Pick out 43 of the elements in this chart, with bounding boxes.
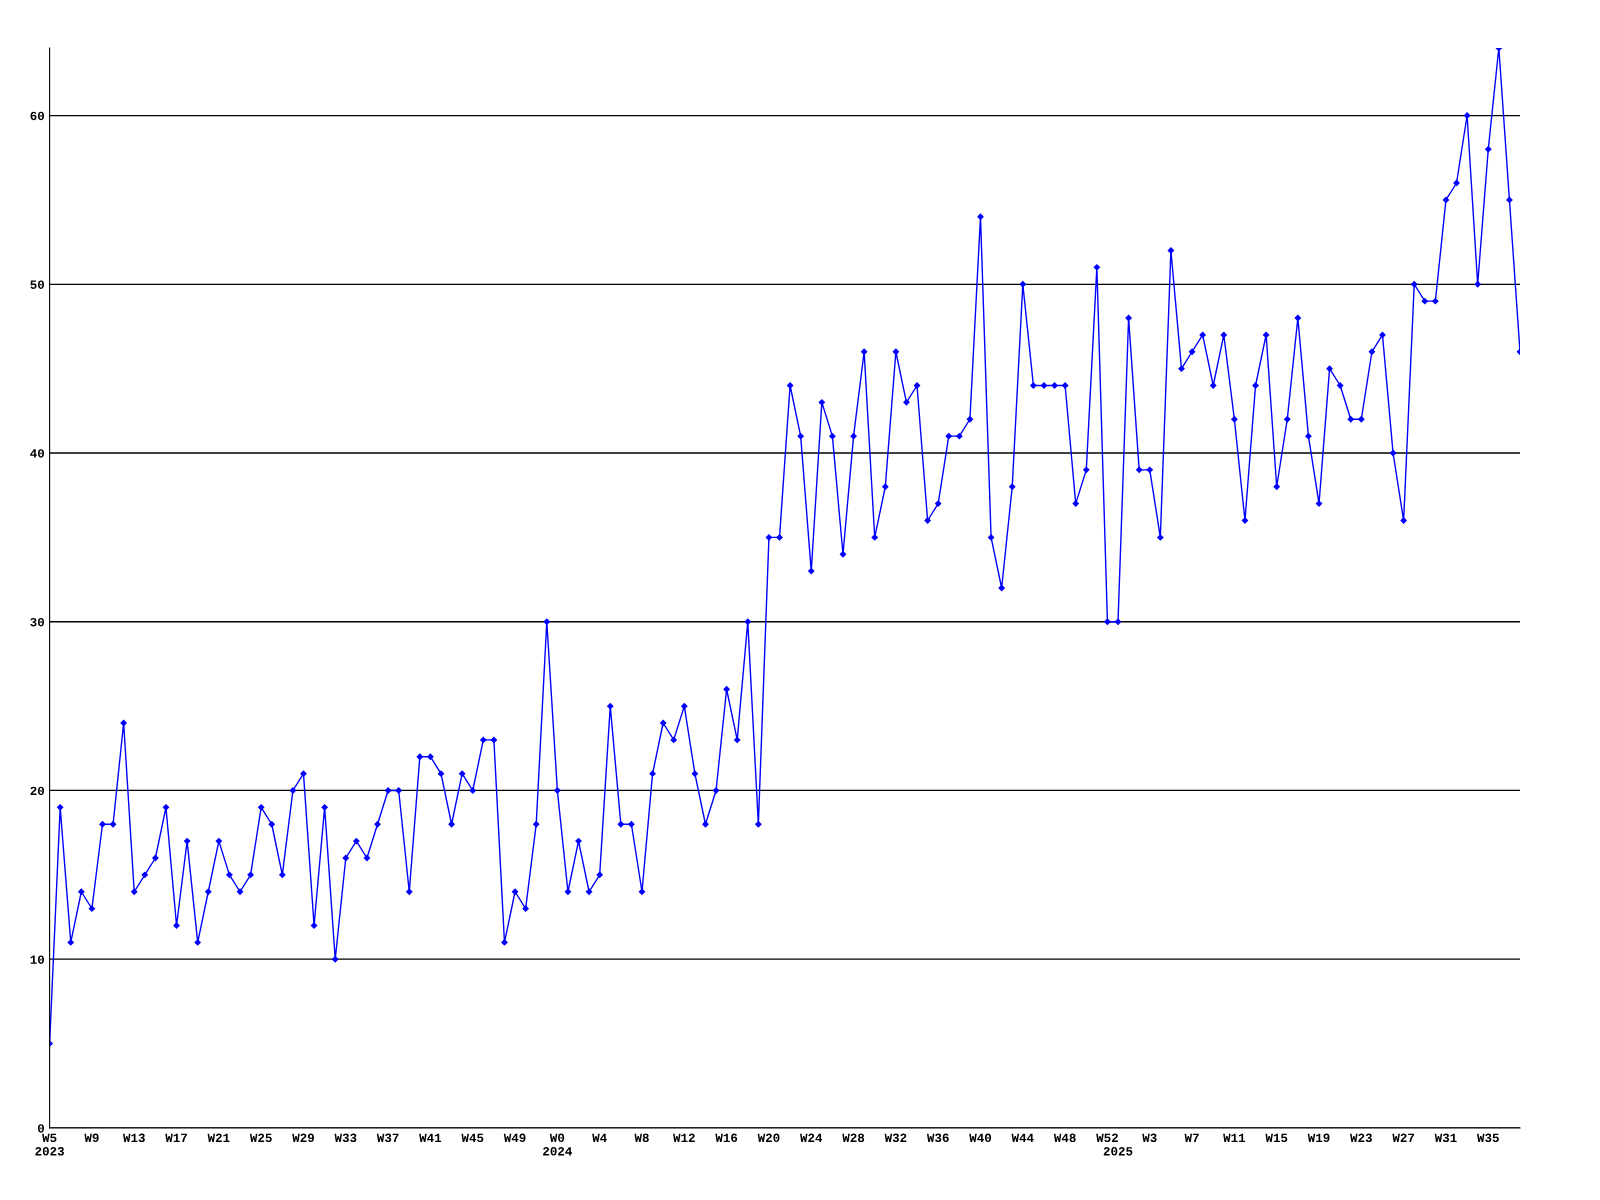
y-tick-label: 20 — [30, 786, 45, 796]
x-tick-label: W28 — [842, 1133, 865, 1143]
x-tick-label: W27 — [1392, 1133, 1415, 1142]
x-tick-label: W13 — [122, 1133, 145, 1143]
x-tick-label: W29 — [292, 1133, 314, 1143]
y-tick-label: 30 — [30, 617, 45, 627]
x-tick-label: W11 — [1223, 1133, 1246, 1142]
x-tick-label: 2025 — [1103, 1147, 1133, 1156]
x-tick-label: W23 — [1350, 1133, 1372, 1143]
x-tick-label: W7 — [1184, 1133, 1199, 1142]
x-tick-label: W21 — [207, 1133, 230, 1142]
x-tick-label: W35 — [1477, 1133, 1499, 1143]
x-tick-label: W5 2023 — [35, 1133, 64, 1156]
x-tick-label: W40 — [969, 1133, 992, 1143]
x-tick-label: W25 — [249, 1133, 272, 1143]
x-tick-label: W33 — [334, 1133, 357, 1143]
x-tick-label: W3 — [1142, 1133, 1157, 1143]
y-tick-label: 10 — [30, 955, 45, 964]
x-tick-label: W37 — [376, 1133, 399, 1143]
y-tick-label: 40 — [30, 449, 45, 458]
y-tick-label: 0 — [37, 1124, 45, 1133]
x-tick-label: W52 — [1096, 1133, 1118, 1143]
x-tick-label: W12 — [673, 1133, 695, 1142]
x-tick-label: W32 — [884, 1133, 907, 1143]
x-tick-label: W16 — [715, 1133, 738, 1143]
x-tick-label: W9 — [84, 1133, 99, 1143]
x-tick-label: W36 — [926, 1133, 949, 1143]
x-tick-label: W49 — [503, 1133, 526, 1143]
x-tick-label: W17 — [165, 1133, 187, 1142]
x-tick-label: W24 — [799, 1133, 823, 1142]
x-tick-label: W8 — [634, 1133, 649, 1143]
x-tick-label: W44 — [1011, 1133, 1034, 1142]
x-tick-label: W4 — [592, 1133, 607, 1142]
x-tick-label: W48 — [1053, 1133, 1076, 1143]
x-tick-label: W20 — [757, 1133, 780, 1143]
x-tick-label: W41 — [419, 1133, 442, 1142]
x-tick-label: W45 — [461, 1133, 484, 1143]
x-tick-label: W19 — [1307, 1133, 1330, 1143]
x-tick-label: W0 2024 — [543, 1133, 572, 1156]
y-tick-label: 60 — [30, 111, 45, 121]
y-tick-label: 50 — [30, 280, 45, 289]
x-tick-label: W31 — [1434, 1133, 1457, 1143]
x-tick-label: W15 — [1265, 1133, 1288, 1143]
